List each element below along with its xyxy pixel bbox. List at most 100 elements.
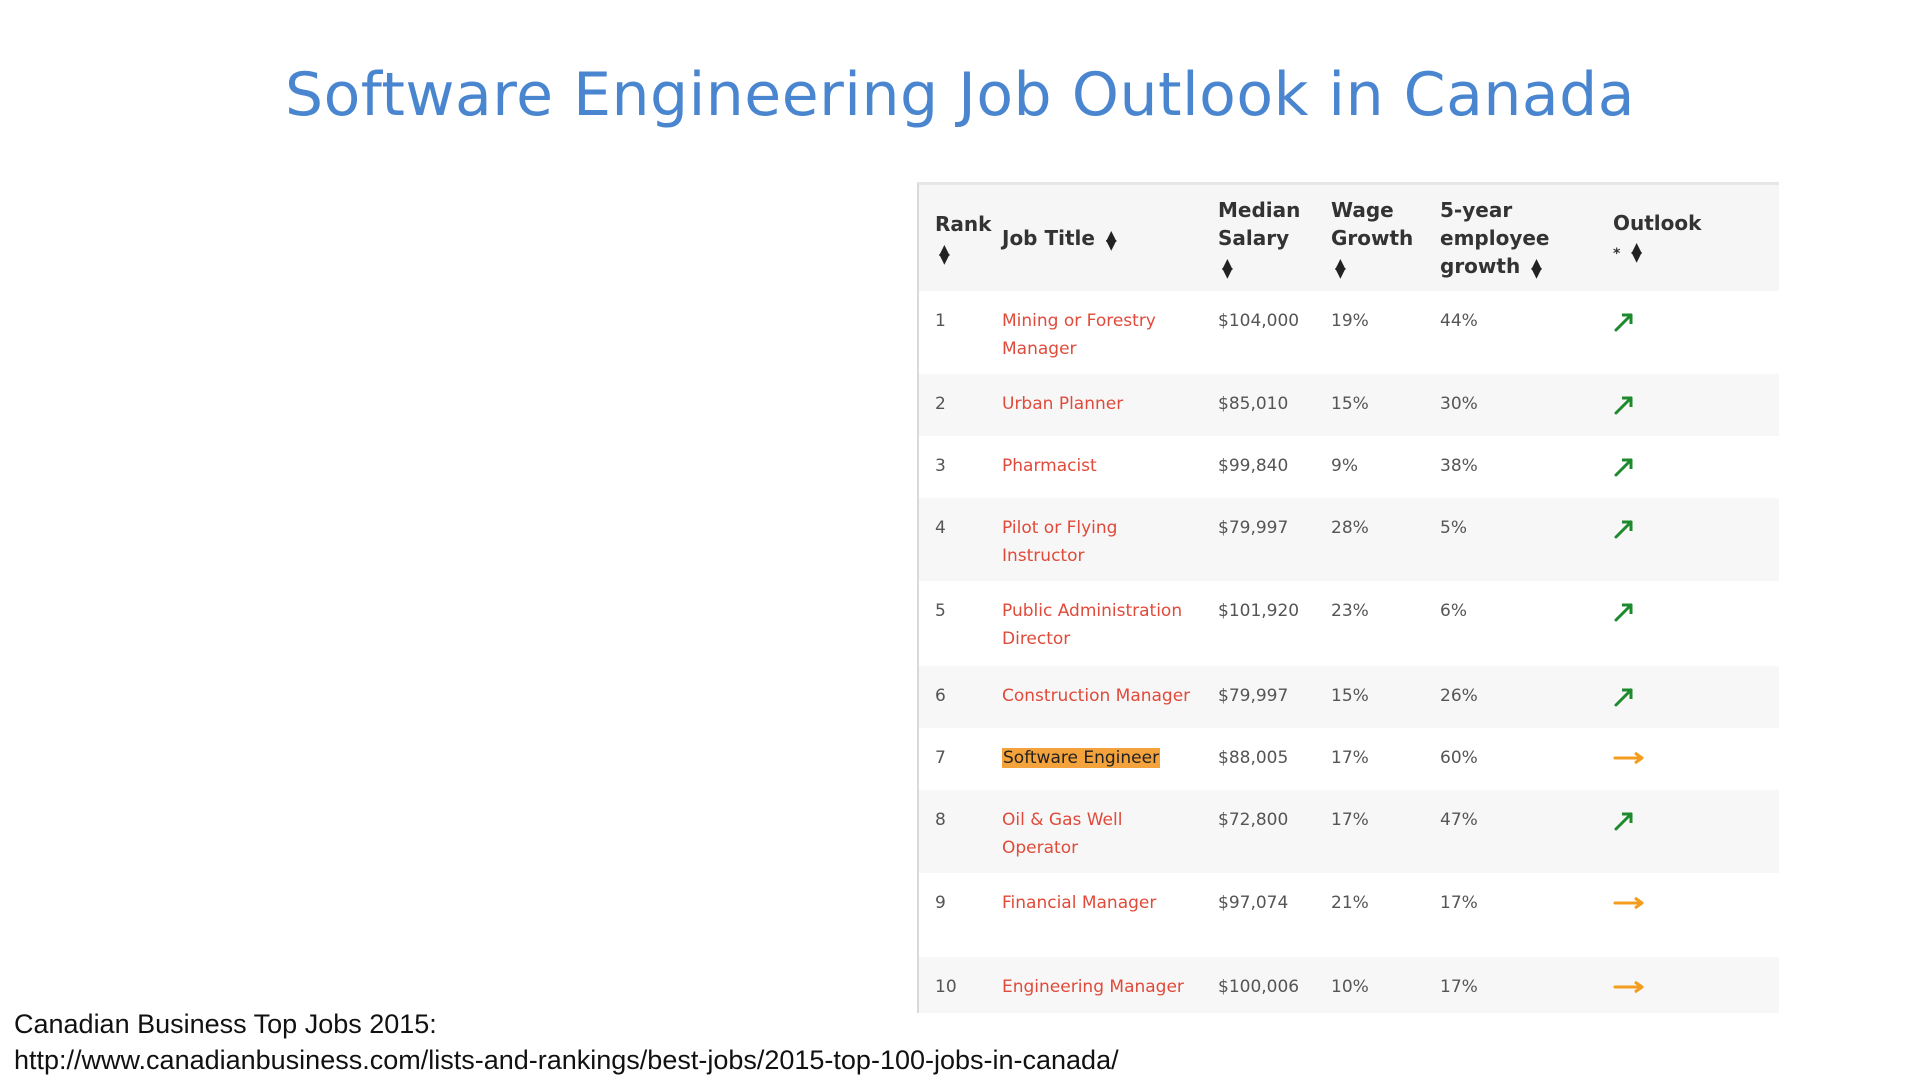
employee-growth-value: 38%: [1440, 456, 1478, 476]
job-title-link[interactable]: Oil & Gas Well Operator: [1002, 810, 1123, 858]
median-salary-cell: $79,997: [1202, 666, 1315, 728]
outlook-footnote-marker: *: [1613, 245, 1621, 262]
sort-icon[interactable]: ▲ ▼: [1222, 255, 1233, 281]
job-title-link[interactable]: Financial Manager: [1002, 893, 1157, 913]
job-title-cell: Engineering Manager: [986, 957, 1202, 1013]
job-title-cell: Pilot or Flying Instructor: [986, 498, 1202, 581]
wage-growth-cell: 21%: [1315, 873, 1424, 957]
job-title-cell: Financial Manager: [986, 873, 1202, 957]
source-citation: Canadian Business Top Jobs 2015: http://…: [14, 1006, 1119, 1078]
outlook-cell: [1597, 873, 1779, 957]
source-url-link[interactable]: http://www.canadianbusiness.com/lists-an…: [14, 1045, 1119, 1075]
column-header-rank[interactable]: Rank ▲ ▼: [919, 185, 991, 291]
wage-growth-value: 21%: [1331, 893, 1369, 913]
up-right-arrow-icon: [1613, 686, 1779, 708]
employee-growth-value: 17%: [1440, 893, 1478, 913]
median-salary-cell: $97,074: [1202, 873, 1315, 957]
jobs-table: Rank ▲ ▼ Job Title ▲ ▼ Median Salary ▲ ▼ Wa…: [919, 185, 1779, 1013]
median-salary-cell: $99,840: [1202, 436, 1315, 498]
jobs-table-container: Rank ▲ ▼ Job Title ▲ ▼ Median Salary ▲ ▼ Wa…: [917, 182, 1779, 1013]
slide-title: Software Engineering Job Outlook in Cana…: [285, 60, 1635, 130]
column-header-outlook[interactable]: Outlook * ▲ ▼: [1597, 185, 1779, 291]
rank-value: 2: [935, 394, 946, 414]
rank-cell: 6: [919, 666, 986, 728]
rank-cell: 4: [919, 498, 986, 581]
column-header-job-title[interactable]: Job Title ▲ ▼: [986, 185, 1202, 291]
outlook-cell: [1597, 498, 1779, 581]
employee-growth-cell: 44%: [1424, 291, 1597, 374]
outlook-cell: [1597, 790, 1779, 873]
job-title-cell: Software Engineer: [986, 728, 1202, 790]
column-header-label: Wage Growth: [1331, 198, 1414, 250]
wage-growth-cell: 23%: [1315, 581, 1424, 666]
employee-growth-value: 44%: [1440, 311, 1478, 331]
column-header-median-salary[interactable]: Median Salary ▲ ▼: [1202, 185, 1315, 291]
job-title-link[interactable]: Construction Manager: [1002, 686, 1191, 706]
wage-growth-cell: 9%: [1315, 436, 1424, 498]
median-salary-value: $97,074: [1218, 893, 1289, 913]
rank-cell: 9: [919, 873, 986, 957]
table-body: 1 Mining or Forestry Manager $104,000 19% 44…: [919, 291, 1779, 1013]
job-title-cell: Mining or Forestry Manager: [986, 291, 1202, 374]
job-title-link[interactable]: Pilot or Flying Instructor: [1002, 518, 1118, 566]
table-row: 9 Financial Manager $97,074 21% 17%: [919, 873, 1779, 957]
rank-value: 3: [935, 456, 946, 476]
job-title-link-highlighted[interactable]: Software Engineer: [1002, 748, 1161, 768]
median-salary-value: $85,010: [1218, 394, 1289, 414]
job-title-cell: Oil & Gas Well Operator: [986, 790, 1202, 873]
wage-growth-value: 17%: [1331, 748, 1369, 768]
column-header-label: 5-year employee growth: [1440, 198, 1550, 278]
employee-growth-value: 30%: [1440, 394, 1478, 414]
outlook-cell: [1597, 291, 1779, 374]
wage-growth-value: 9%: [1331, 456, 1358, 476]
rank-value: 9: [935, 893, 946, 913]
outlook-cell: [1597, 374, 1779, 436]
median-salary-value: $72,800: [1218, 810, 1289, 830]
wage-growth-value: 10%: [1331, 977, 1369, 997]
job-title-cell: Urban Planner: [986, 374, 1202, 436]
column-header-label: Median Salary: [1218, 198, 1301, 250]
median-salary-value: $88,005: [1218, 748, 1289, 768]
median-salary-value: $100,006: [1218, 977, 1300, 997]
outlook-cell: [1597, 666, 1779, 728]
wage-growth-cell: 17%: [1315, 728, 1424, 790]
rank-cell: 1: [919, 291, 986, 374]
employee-growth-value: 26%: [1440, 686, 1478, 706]
employee-growth-value: 47%: [1440, 810, 1478, 830]
employee-growth-cell: 17%: [1424, 957, 1597, 1013]
median-salary-cell: $85,010: [1202, 374, 1315, 436]
job-title-cell: Construction Manager: [986, 666, 1202, 728]
sort-icon[interactable]: ▲ ▼: [939, 241, 950, 267]
wage-growth-value: 19%: [1331, 311, 1369, 331]
employee-growth-cell: 6%: [1424, 581, 1597, 666]
job-title-link[interactable]: Public Administration Director: [1002, 601, 1183, 649]
column-header-employee-growth[interactable]: 5-year employee growth ▲ ▼: [1424, 185, 1597, 291]
median-salary-cell: $100,006: [1202, 957, 1315, 1013]
employee-growth-value: 5%: [1440, 518, 1467, 538]
sort-icon[interactable]: ▲ ▼: [1531, 255, 1542, 281]
right-arrow-icon: [1613, 977, 1779, 997]
median-salary-value: $99,840: [1218, 456, 1289, 476]
wage-growth-value: 23%: [1331, 601, 1369, 621]
column-header-wage-growth[interactable]: Wage Growth ▲ ▼: [1315, 185, 1424, 291]
job-title-link[interactable]: Engineering Manager: [1002, 977, 1184, 997]
wage-growth-cell: 15%: [1315, 666, 1424, 728]
job-title-link[interactable]: Mining or Forestry Manager: [1002, 311, 1156, 359]
rank-cell: 10: [919, 957, 986, 1013]
wage-growth-cell: 19%: [1315, 291, 1424, 374]
rank-value: 10: [935, 977, 957, 997]
sort-icon[interactable]: ▲ ▼: [1335, 255, 1346, 281]
sort-icon[interactable]: ▲ ▼: [1631, 240, 1643, 265]
median-salary-cell: $101,920: [1202, 581, 1315, 666]
table-header-row: Rank ▲ ▼ Job Title ▲ ▼ Median Salary ▲ ▼ Wa…: [919, 185, 1779, 291]
median-salary-cell: $79,997: [1202, 498, 1315, 581]
table-row: 10 Engineering Manager $100,006 10% 17%: [919, 957, 1779, 1013]
table-row: 4 Pilot or Flying Instructor $79,997 28% 5%: [919, 498, 1779, 581]
employee-growth-value: 17%: [1440, 977, 1478, 997]
sort-icon[interactable]: ▲ ▼: [1105, 227, 1117, 253]
job-title-link[interactable]: Pharmacist: [1002, 456, 1097, 476]
job-title-cell: Pharmacist: [986, 436, 1202, 498]
table-row: 2 Urban Planner $85,010 15% 30%: [919, 374, 1779, 436]
employee-growth-cell: 17%: [1424, 873, 1597, 957]
job-title-link[interactable]: Urban Planner: [1002, 394, 1124, 414]
